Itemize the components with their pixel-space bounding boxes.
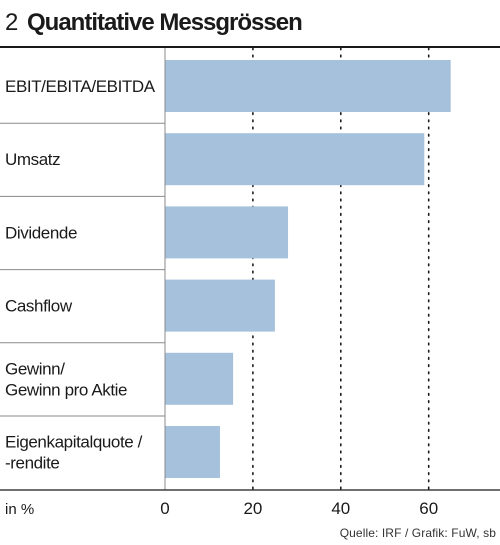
- x-tick-label: 0: [160, 499, 169, 518]
- x-axis-unit-label: in %: [5, 501, 34, 518]
- category-label: Gewinn/Gewinn pro Aktie: [5, 359, 127, 399]
- bar: [165, 60, 451, 112]
- x-tick-label: 40: [331, 499, 350, 518]
- chart-number: 2: [5, 9, 18, 36]
- chart-header: 2 Quantitative Messgrössen: [0, 0, 500, 48]
- category-label: Dividende: [5, 223, 77, 242]
- category-label: Umsatz: [5, 150, 60, 169]
- bar-chart: EBIT/EBITA/EBITDA Umsatz Dividende Cashflow…: [0, 48, 500, 518]
- category-label: Cashflow: [5, 297, 73, 316]
- bar: [165, 426, 220, 478]
- x-tick-label: 20: [243, 499, 262, 518]
- header-rule: [0, 46, 500, 48]
- chart-title: Quantitative Messgrössen: [27, 9, 303, 36]
- x-tick-label: 60: [419, 499, 438, 518]
- bar: [165, 206, 289, 259]
- category-label: EBIT/EBITA/EBITDA: [5, 77, 156, 96]
- bar: [165, 352, 234, 405]
- bar: [165, 279, 275, 332]
- bar: [165, 133, 425, 186]
- category-label: Eigenkapitalquote / -rendite: [5, 433, 143, 473]
- source-note: Quelle: IRF / Grafik: FuW, sb: [339, 526, 496, 540]
